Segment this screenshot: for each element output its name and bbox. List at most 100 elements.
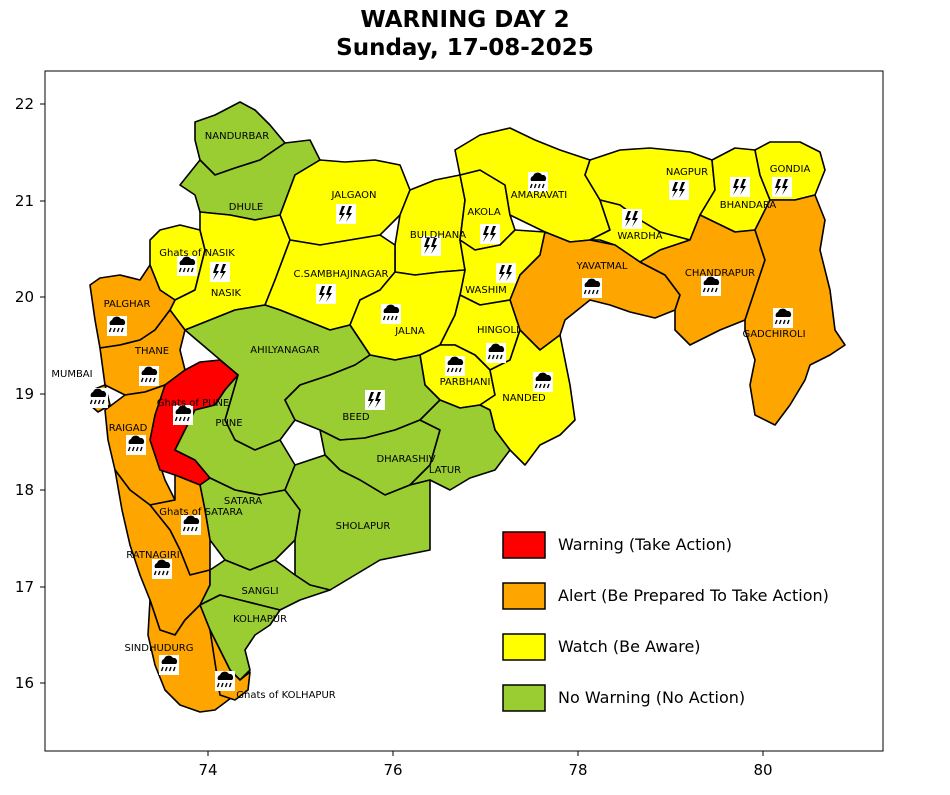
district-label: SHOLAPUR <box>336 521 391 532</box>
district-label: AHILYANAGAR <box>250 345 319 356</box>
heavy-rain-icon <box>214 670 236 692</box>
district-nanded <box>479 329 576 466</box>
district-label: WASHIM <box>465 285 507 296</box>
heavy-rain-icon <box>87 387 109 409</box>
district-label: Ghats of NASIK <box>159 248 235 259</box>
plot-frame <box>44 70 884 752</box>
district-label: RAIGAD <box>109 423 148 434</box>
district-label: SANGLI <box>241 586 278 597</box>
thunderstorm-icon <box>622 209 642 229</box>
thunderstorm-icon <box>496 263 516 283</box>
legend-swatch-no-warning <box>502 684 546 712</box>
heavy-rain-icon <box>138 365 160 387</box>
y-tick-label: 21 <box>15 192 34 210</box>
district-label: NANDED <box>502 393 546 404</box>
legend-label: Watch (Be Aware) <box>558 637 701 656</box>
legend-label: Alert (Be Prepared To Take Action) <box>558 586 829 605</box>
map-title: WARNING DAY 2 Sunday, 17-08-2025 <box>0 6 930 62</box>
legend: Warning (Take Action) Alert (Be Prepared… <box>502 531 829 712</box>
district-label: NANDURBAR <box>205 131 269 142</box>
district-label: HINGOLI <box>477 325 519 336</box>
district-label: KOLHAPUR <box>233 614 287 625</box>
district-label: THANE <box>134 346 169 357</box>
heavy-rain-icon <box>176 255 198 277</box>
x-tick-label: 76 <box>383 761 402 779</box>
district-label: LATUR <box>429 465 461 476</box>
district-label: AMARAVATI <box>511 190 567 201</box>
district-gadchiroli <box>744 194 846 426</box>
y-tick-label: 22 <box>15 95 34 113</box>
heavy-rain-icon <box>444 355 466 377</box>
district-label: DHULE <box>229 202 263 213</box>
district-label: BEED <box>342 412 369 423</box>
heavy-rain-icon <box>106 315 128 337</box>
y-tick-label: 20 <box>15 288 34 306</box>
x-axis: 74 76 78 80 <box>198 751 773 779</box>
district-label: YAVATMAL <box>576 261 628 272</box>
thunderstorm-icon <box>669 180 689 200</box>
thunderstorm-icon <box>772 177 792 197</box>
district-label: WARDHA <box>617 231 662 242</box>
district-label: DHARASHIV <box>376 454 435 465</box>
x-tick-label: 78 <box>568 761 587 779</box>
district-label: NASIK <box>211 288 242 299</box>
y-tick-label: 17 <box>15 578 34 596</box>
district-label: Ghats of PUNE <box>157 398 230 409</box>
y-tick-label: 19 <box>15 385 34 403</box>
heavy-rain-icon <box>772 307 794 329</box>
district-label: Ghats of SATARA <box>159 507 243 518</box>
legend-label: Warning (Take Action) <box>558 535 732 554</box>
district-label: CHANDRAPUR <box>685 268 755 279</box>
heavy-rain-icon <box>125 434 147 456</box>
heavy-rain-icon <box>158 654 180 676</box>
district-label: NAGPUR <box>666 167 708 178</box>
thunderstorm-icon <box>316 284 336 304</box>
district-label: BHANDARA <box>720 200 777 211</box>
x-tick-label: 74 <box>198 761 217 779</box>
district-label: Ghats of KOLHAPUR <box>236 690 336 701</box>
district-label: RATNAGIRI <box>126 550 179 561</box>
heavy-rain-icon <box>527 171 549 193</box>
district-label: SINDHUDURG <box>124 643 193 654</box>
district-label: GADCHIROLI <box>742 329 805 340</box>
x-tick-label: 80 <box>753 761 772 779</box>
thunderstorm-icon <box>365 390 385 410</box>
district-label: SATARA <box>224 496 262 507</box>
district-label: C.SAMBHAJINAGAR <box>294 269 389 280</box>
thunderstorm-icon <box>210 262 230 282</box>
district-label: PALGHAR <box>104 299 151 310</box>
district-label: JALNA <box>394 326 425 337</box>
thunderstorm-icon <box>730 177 750 197</box>
district-label: GONDIA <box>770 164 811 175</box>
heavy-rain-icon <box>151 558 173 580</box>
legend-swatch-alert <box>502 582 546 610</box>
district-latur <box>409 399 511 491</box>
district-polygons <box>89 101 846 713</box>
heavy-rain-icon <box>380 303 402 325</box>
title-line-1: WARNING DAY 2 <box>360 7 570 33</box>
district-jalgaon <box>279 159 411 246</box>
y-axis: 16 17 18 19 20 21 22 <box>15 95 45 692</box>
district-label: BULDHANA <box>410 230 466 241</box>
heavy-rain-icon <box>700 275 722 297</box>
y-tick-label: 18 <box>15 481 34 499</box>
district-label: MUMBAI <box>51 369 92 380</box>
legend-swatch-warning <box>502 531 546 559</box>
thunderstorm-icon <box>336 204 356 224</box>
y-tick-label: 16 <box>15 674 34 692</box>
district-labels: NANDURBAR DHULE JALGAON BULDHANA AKOLA A… <box>51 131 810 701</box>
thunderstorm-icon <box>480 224 500 244</box>
heavy-rain-icon <box>581 277 603 299</box>
legend-label: No Warning (No Action) <box>558 688 745 707</box>
district-label: PUNE <box>215 418 242 429</box>
heavy-rain-icon <box>532 371 554 393</box>
heavy-rain-icon <box>485 342 507 364</box>
title-line-2: Sunday, 17-08-2025 <box>336 35 594 61</box>
district-sholapur <box>284 454 431 591</box>
district-label: PARBHANI <box>440 377 491 388</box>
heavy-rain-icon <box>180 514 202 536</box>
district-label: JALGAON <box>331 190 377 201</box>
district-label: AKOLA <box>467 207 501 218</box>
legend-swatch-watch <box>502 633 546 661</box>
